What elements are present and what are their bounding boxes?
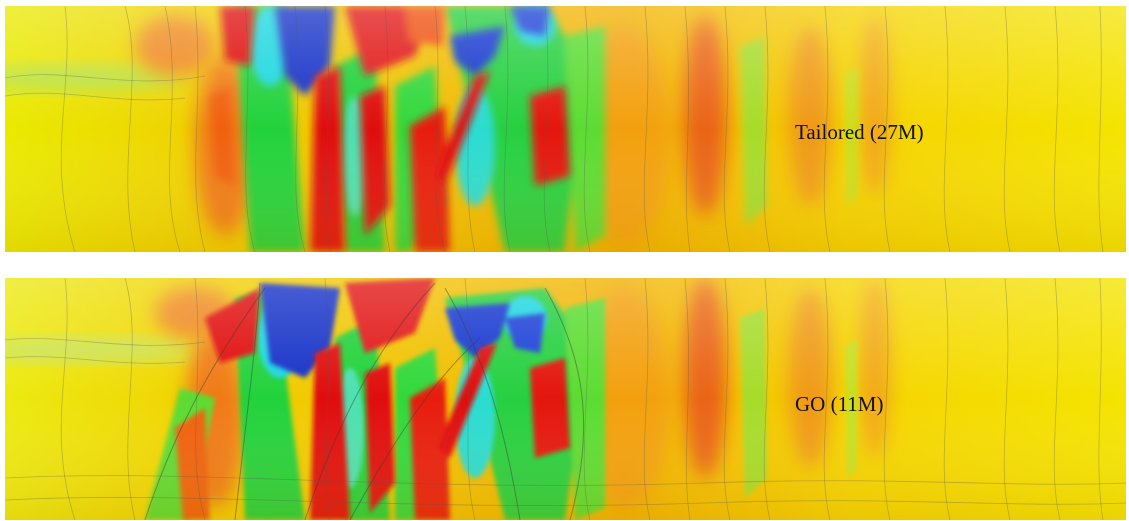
go-label: GO (11M) [795,392,884,416]
go-panel: GO (11M) [5,278,1126,520]
tailored-contour-field [5,6,1126,252]
tailored-shade [5,6,1126,252]
tailored-label: Tailored (27M) [795,120,924,144]
tailored-contour-lines [5,6,1104,252]
go-fan-edges [144,282,585,520]
go-shade [5,278,1126,520]
tailored-panel: Tailored (27M) [5,6,1126,252]
go-contour-lines [5,278,1126,520]
go-contour-field [5,278,1126,520]
